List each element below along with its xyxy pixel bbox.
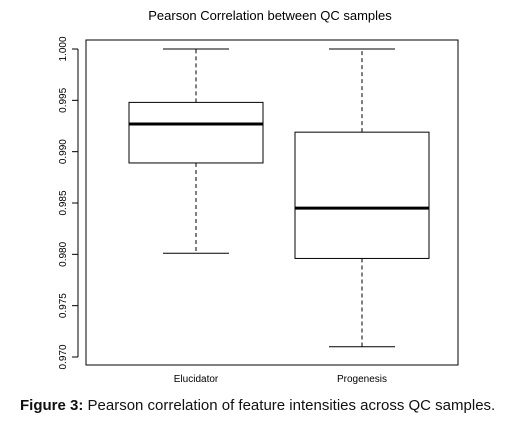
- plot-frame: [85, 39, 459, 366]
- y-tick-label: 0.985: [58, 190, 69, 215]
- chart-title: Pearson Correlation between QC samples: [148, 8, 392, 23]
- y-axis: 0.970 0.975 0.980 0.985 0.990 0.995 1.000: [58, 36, 79, 370]
- iqr-box: [128, 101, 264, 164]
- box-elucidator: [128, 48, 264, 254]
- figure-caption: Figure 3: Pearson correlation of feature…: [20, 397, 510, 414]
- y-tick-label: 0.975: [58, 293, 69, 318]
- boxplot-chart: Pearson Correlation between QC samples 0…: [58, 8, 459, 385]
- x-tick-label: Elucidator: [174, 374, 219, 385]
- y-tick-label: 1.000: [58, 36, 69, 61]
- y-tick-label: 0.980: [58, 241, 69, 266]
- y-tick-label: 0.970: [58, 344, 69, 369]
- caption-label: Figure 3:: [20, 397, 84, 414]
- box-progenesis: [294, 48, 430, 348]
- y-tick-label: 0.995: [58, 87, 69, 112]
- iqr-box: [294, 131, 430, 259]
- y-tick-label: 0.990: [58, 139, 69, 164]
- caption-text: Pearson correlation of feature intensiti…: [83, 397, 496, 414]
- x-axis: Elucidator Progenesis: [174, 374, 387, 385]
- boxes: [128, 48, 430, 348]
- x-tick-label: Progenesis: [337, 374, 387, 385]
